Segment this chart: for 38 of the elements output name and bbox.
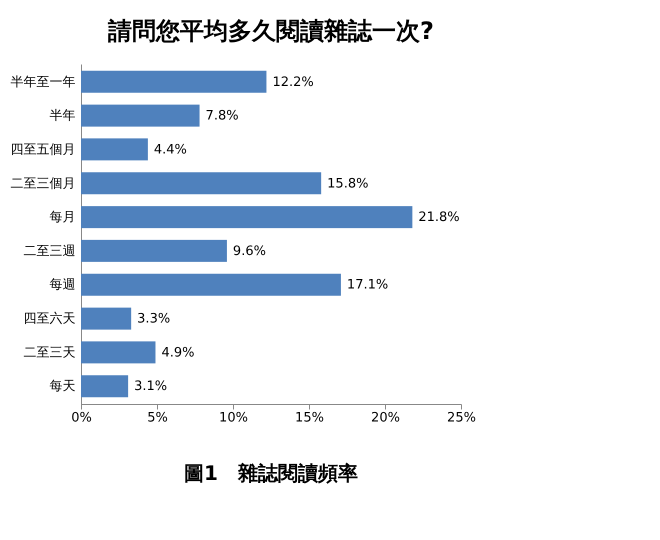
y-tick-label: 二至三天 [24, 345, 76, 360]
y-tick-label: 二至三個月 [10, 176, 76, 192]
y-tick-label: 每週 [50, 278, 76, 293]
bar [81, 341, 156, 364]
bar [81, 375, 128, 398]
data-label: 9.6% [232, 244, 266, 259]
x-tick-label: 5% [147, 410, 168, 426]
data-label: 7.8% [206, 108, 239, 124]
data-label: 4.4% [154, 142, 187, 158]
data-label: 3.1% [134, 379, 168, 394]
bar [81, 308, 132, 330]
data-label: 17.1% [346, 278, 388, 293]
chart-title: 請問您平均多久閱讀雜誌一次? [107, 17, 434, 45]
bar [81, 206, 412, 228]
data-label: 3.3% [137, 312, 170, 327]
x-tick-label: 0% [71, 410, 92, 426]
data-label: 4.9% [161, 345, 195, 360]
bar [81, 240, 227, 262]
y-tick-label: 四至五個月 [10, 142, 76, 158]
bar [81, 104, 200, 127]
bar [81, 70, 266, 93]
y-tick-label: 每月 [50, 210, 76, 226]
y-tick-label: 二至三週 [24, 244, 76, 259]
data-label: 15.8% [327, 176, 368, 192]
data-label: 21.8% [418, 210, 460, 226]
y-tick-label: 半年至一年 [10, 74, 76, 90]
x-tick-label: 15% [295, 410, 324, 426]
y-tick-label: 半年 [50, 108, 76, 124]
caption: 圖1 雜誌閱讀頻率 [184, 461, 358, 485]
bar [81, 172, 322, 194]
x-tick-label: 10% [219, 410, 248, 426]
x-tick-label: 20% [371, 410, 400, 426]
y-tick-label: 每天 [50, 379, 76, 394]
data-label: 12.2% [272, 74, 314, 90]
bar [81, 138, 148, 160]
y-tick-label: 四至六天 [24, 312, 76, 327]
bar [81, 274, 341, 296]
x-tick-label: 25% [447, 410, 476, 426]
